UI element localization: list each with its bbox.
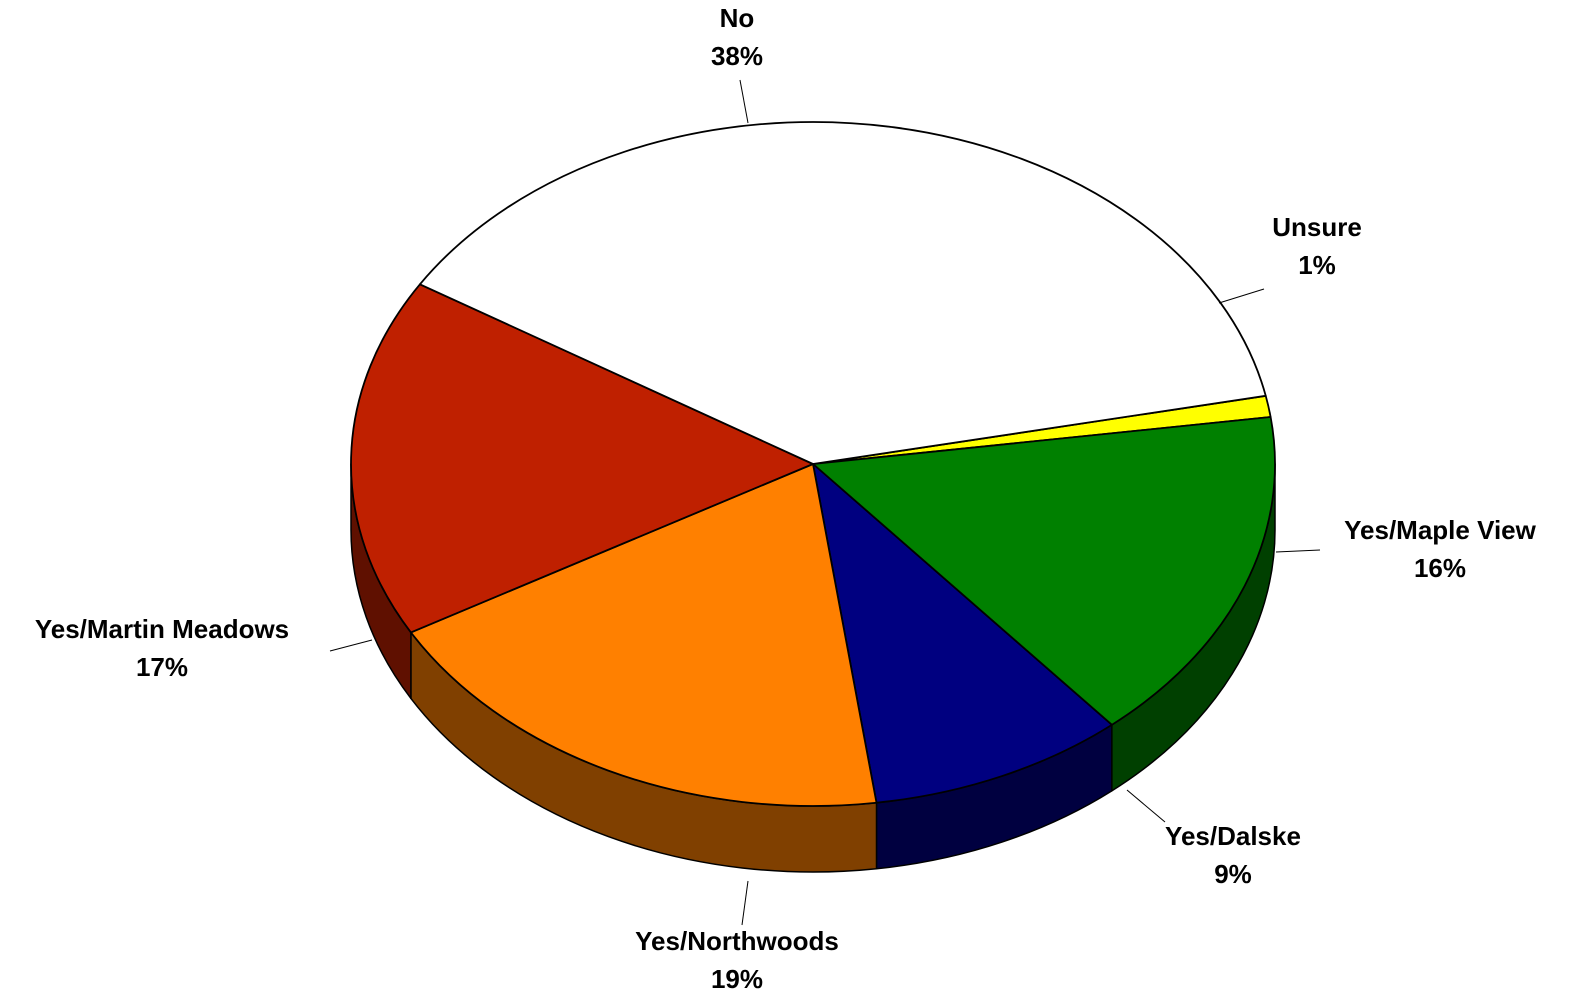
slice-label-no: No [720,3,755,33]
pie-slice-yes-martin-meadows [350,283,814,634]
leader-line-yes-dalske [1126,789,1166,823]
pie-slice-no [419,121,1267,465]
slice-percent-yes-dalske: 9% [1214,859,1252,889]
leader-lines [329,79,1321,926]
slice-label-yes-martin-meadows: Yes/Martin Meadows [35,614,289,644]
pie-slice-yes-maple-view [812,416,1276,726]
slice-label-yes-northwoods: Yes/Northwoods [635,926,839,956]
slice-label-unsure: Unsure [1272,212,1362,242]
slice-percent-yes-northwoods: 19% [711,964,763,994]
slice-percent-no: 38% [711,41,763,71]
pie-slice-yes-dalske [812,463,1113,804]
slice-label-yes-maple-view: Yes/Maple View [1344,515,1537,545]
slice-percent-yes-maple-view: 16% [1414,553,1466,583]
slice-percent-unsure: 1% [1298,250,1336,280]
leader-line-yes-northwoods [741,880,749,926]
leader-line-yes-maple-view [1275,549,1321,553]
leader-line-no [739,79,749,124]
pie-slices [350,121,1276,807]
slice-percent-yes-martin-meadows: 17% [136,652,188,682]
slice-label-yes-dalske: Yes/Dalske [1165,821,1301,851]
leader-line-yes-martin-meadows [329,639,373,652]
leader-line-unsure [1218,288,1265,304]
slice-labels: Unsure 1% Yes/Maple View 16% Yes/Dalske 9% Yes… [35,3,1537,994]
pie-slice-yes-northwoods [410,463,878,807]
